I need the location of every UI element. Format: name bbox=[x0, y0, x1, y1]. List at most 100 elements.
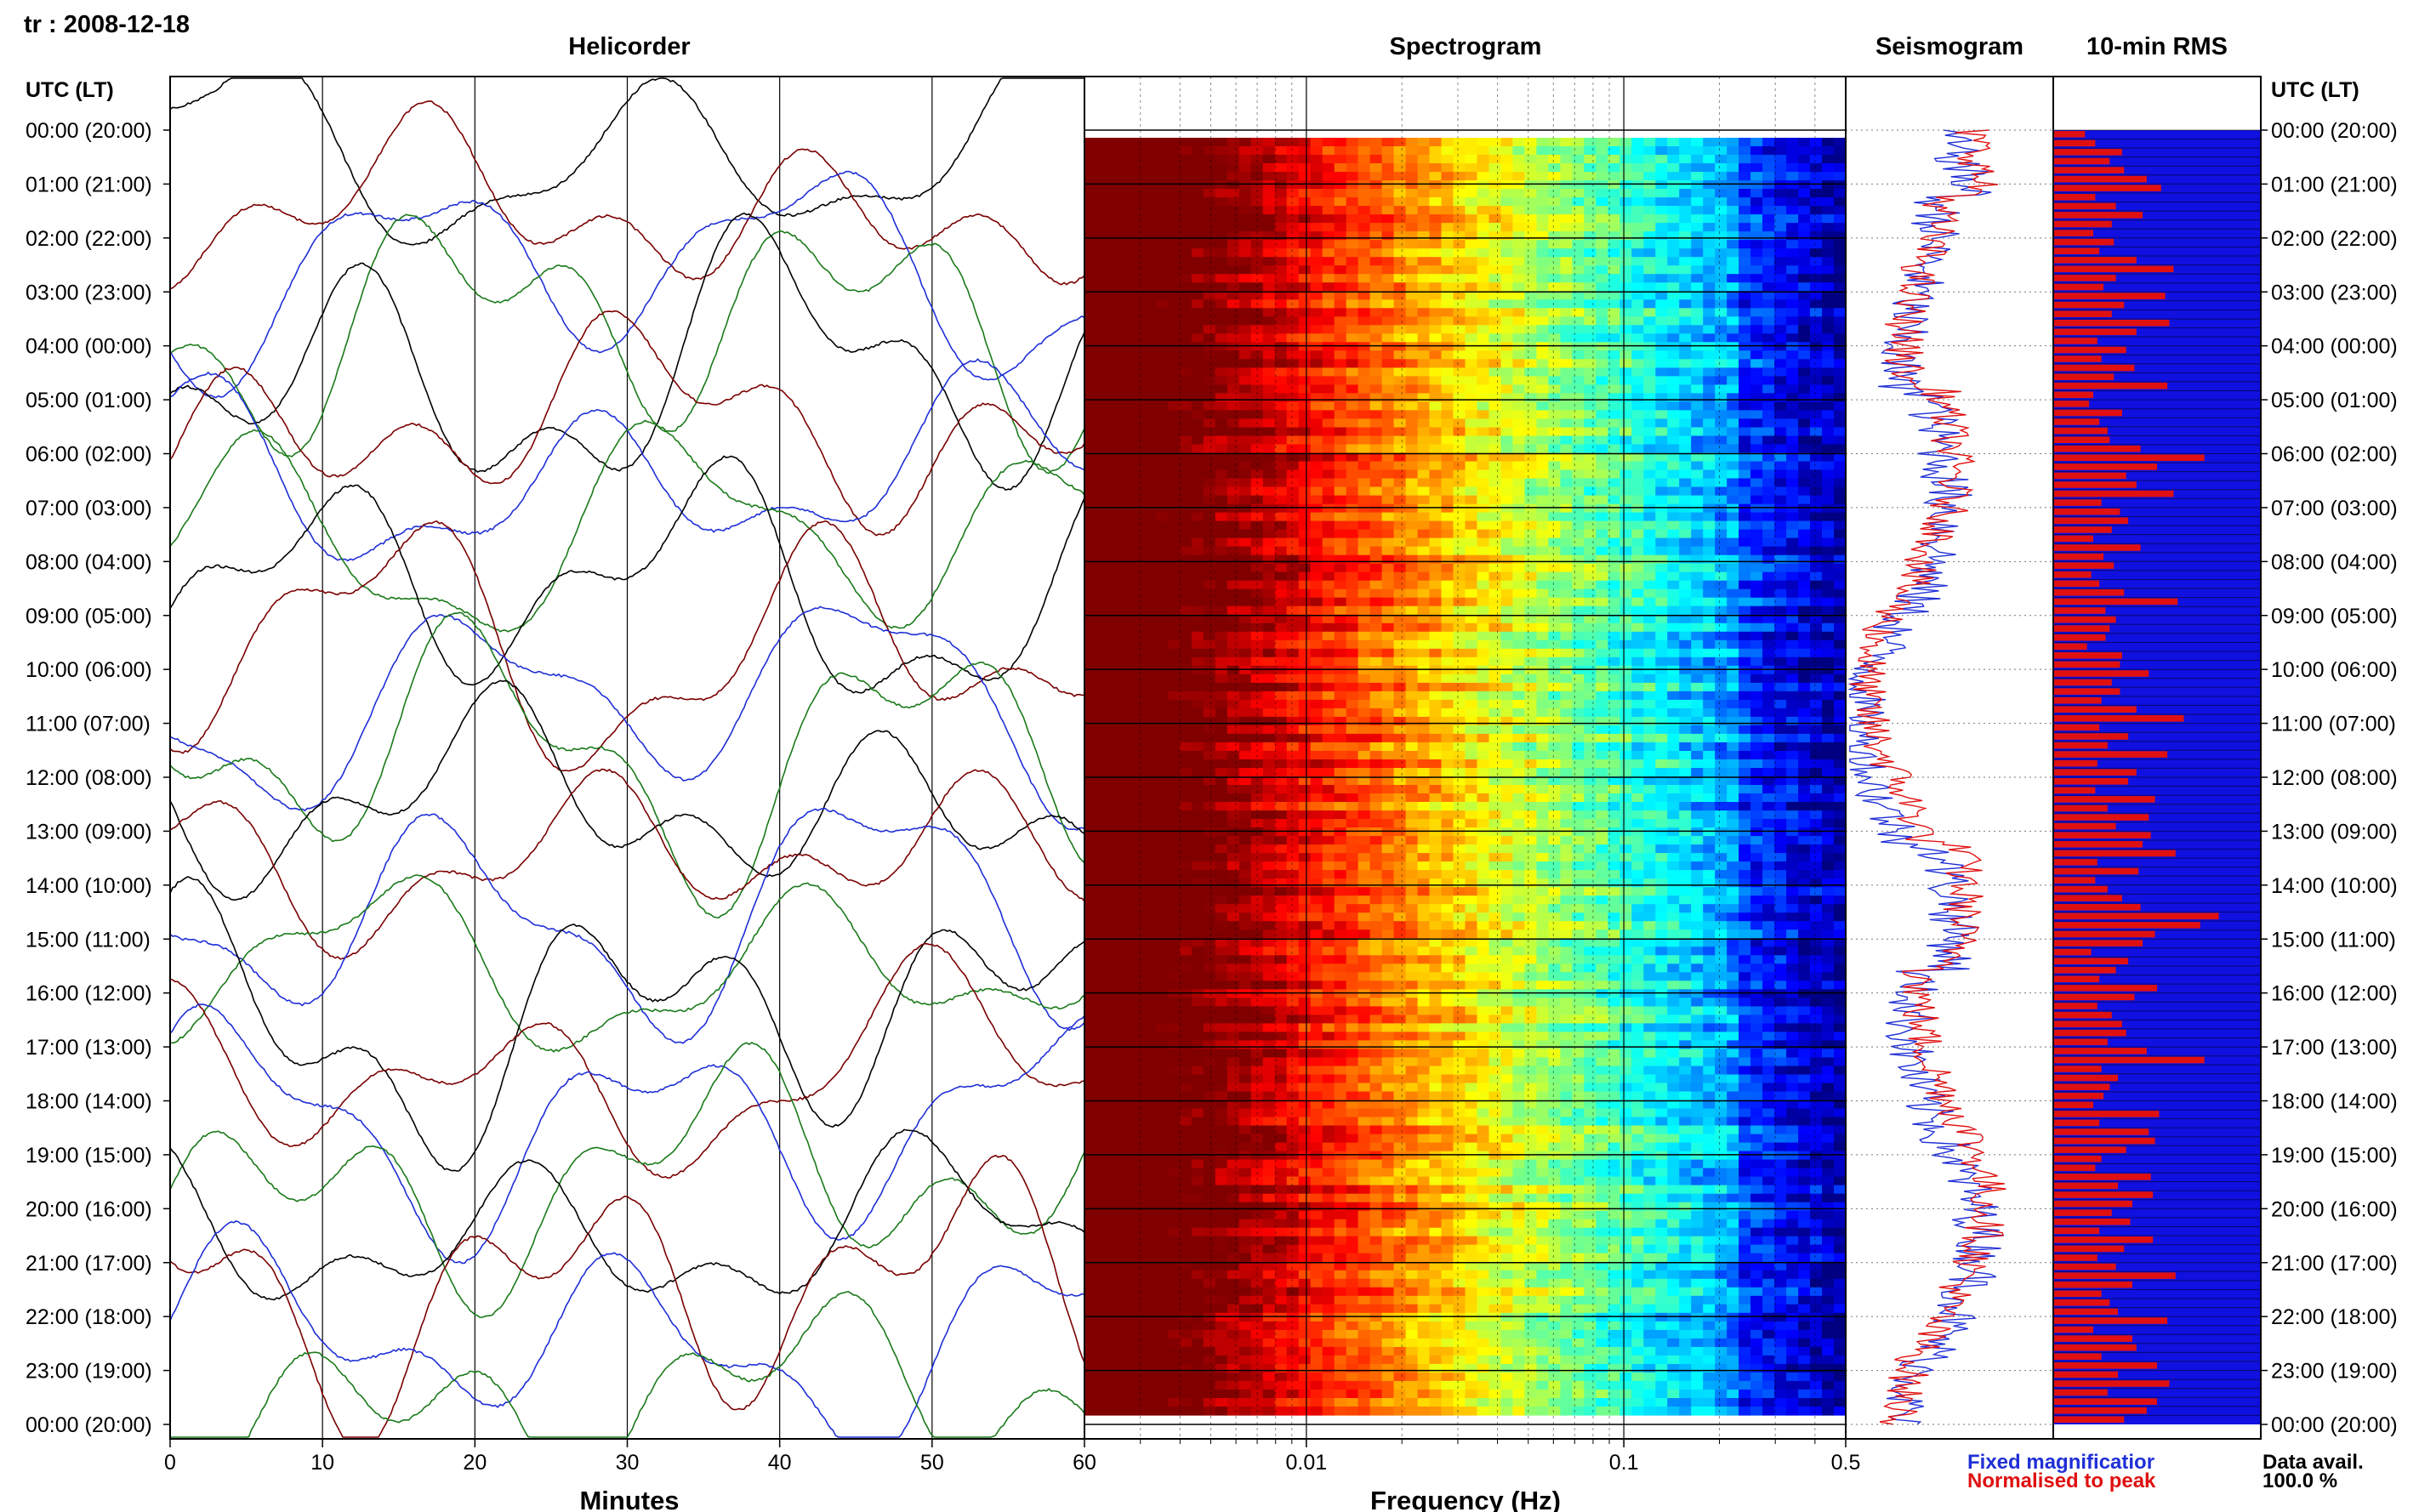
spectrogram-cell bbox=[1405, 206, 1419, 215]
spectrogram-cell bbox=[1548, 512, 1562, 522]
spectrogram-cell bbox=[1488, 444, 1502, 454]
spectrogram-cell bbox=[1084, 274, 1097, 283]
spectrogram-cell bbox=[1608, 206, 1621, 215]
spectrogram-cell bbox=[1596, 274, 1609, 283]
spectrogram-cell bbox=[1393, 172, 1407, 181]
spectrogram-cell bbox=[1238, 691, 1252, 701]
spectrogram-cell bbox=[1500, 180, 1514, 190]
spectrogram-cell bbox=[1322, 699, 1335, 709]
spectrogram-cell bbox=[1619, 393, 1633, 402]
spectrogram-cell bbox=[1429, 316, 1443, 326]
spectrogram-cell bbox=[1334, 622, 1347, 633]
spectrogram-cell bbox=[1691, 554, 1704, 565]
spectrogram-cell bbox=[1536, 265, 1550, 275]
spectrogram-cell bbox=[1798, 597, 1811, 607]
spectrogram-cell bbox=[1417, 308, 1431, 317]
spectrogram-cell bbox=[1524, 597, 1538, 607]
spectrogram-cell bbox=[1834, 733, 1847, 743]
spectrogram-cell bbox=[1548, 486, 1562, 497]
spectrogram-cell bbox=[1727, 155, 1739, 164]
spectrogram-cell bbox=[1727, 495, 1739, 505]
spectrogram-cell bbox=[1703, 733, 1716, 743]
spectrogram-cell bbox=[1727, 503, 1739, 514]
spectrogram-cell bbox=[1477, 350, 1490, 360]
spectrogram-cell bbox=[1488, 146, 1502, 156]
spectrogram-cell bbox=[1453, 563, 1466, 573]
spectrogram-cell bbox=[1417, 291, 1431, 300]
spectrogram-cell bbox=[1703, 708, 1716, 718]
spectrogram-cell bbox=[1155, 257, 1169, 266]
spectrogram-cell bbox=[1750, 240, 1763, 249]
spectrogram-cell bbox=[1572, 785, 1585, 794]
spectrogram-cell bbox=[1453, 316, 1466, 326]
spectrogram-cell bbox=[1310, 716, 1323, 726]
spectrogram-cell bbox=[1798, 418, 1811, 428]
spectrogram-cell bbox=[1762, 291, 1775, 300]
spectrogram-cell bbox=[1560, 138, 1574, 147]
spectrogram-cell bbox=[1238, 401, 1252, 411]
spectrogram-cell bbox=[1739, 742, 1751, 752]
spectrogram-cell bbox=[1596, 699, 1609, 709]
spectrogram-cell bbox=[1429, 674, 1443, 684]
spectrogram-cell bbox=[1453, 223, 1466, 232]
spectrogram-cell bbox=[1584, 282, 1597, 292]
spectrogram-cell bbox=[1465, 172, 1478, 181]
spectrogram-cell bbox=[1834, 469, 1847, 480]
spectrogram-cell bbox=[1286, 588, 1300, 599]
spectrogram-cell bbox=[1274, 699, 1288, 709]
spectrogram-cell bbox=[1238, 435, 1252, 446]
spectrogram-cell bbox=[1357, 546, 1371, 556]
spectrogram-cell bbox=[1084, 359, 1097, 368]
spectrogram-cell bbox=[1096, 342, 1109, 351]
spectrogram-cell bbox=[1798, 299, 1811, 309]
spectrogram-cell bbox=[1834, 546, 1847, 556]
spectrogram-cell bbox=[1310, 342, 1323, 351]
spectrogram-cell bbox=[1488, 282, 1502, 292]
spectrogram-cell bbox=[1441, 316, 1454, 326]
spectrogram-cell bbox=[1596, 146, 1609, 156]
spectrogram-cell bbox=[1393, 785, 1407, 794]
spectrogram-cell bbox=[1298, 427, 1312, 437]
spectrogram-cell bbox=[1131, 146, 1145, 156]
spectrogram-cell bbox=[1596, 571, 1609, 582]
spectrogram-cell bbox=[1238, 682, 1252, 692]
spectrogram-cell bbox=[1417, 223, 1431, 232]
spectrogram-cell bbox=[1679, 461, 1692, 471]
spectrogram-cell bbox=[1810, 546, 1823, 556]
spectrogram-cell bbox=[1238, 597, 1252, 607]
spectrogram-cell bbox=[1524, 742, 1538, 752]
spectrogram-cell bbox=[1762, 554, 1775, 565]
spectrogram-cell bbox=[1262, 214, 1276, 224]
spectrogram-cell bbox=[1715, 580, 1727, 590]
spectrogram-cell bbox=[1215, 554, 1228, 565]
spectrogram-cell bbox=[1238, 146, 1252, 156]
spectrogram-cell bbox=[1548, 325, 1562, 334]
spectrogram-cell bbox=[1346, 554, 1359, 565]
spectrogram-cell bbox=[1596, 495, 1609, 505]
spectrogram-cell bbox=[1548, 291, 1562, 300]
spectrogram-cell bbox=[1441, 742, 1454, 752]
spectrogram-cell bbox=[1548, 665, 1562, 675]
spectrogram-cell bbox=[1286, 563, 1300, 573]
spectrogram-cell bbox=[1393, 529, 1407, 539]
spectrogram-cell bbox=[1608, 257, 1621, 266]
spectrogram-cell bbox=[1393, 444, 1407, 454]
spectrogram-cell bbox=[1679, 223, 1692, 232]
spectrogram-cell bbox=[1179, 546, 1192, 556]
spectrogram-cell bbox=[1381, 206, 1395, 215]
spectrogram-cell bbox=[1346, 248, 1359, 258]
spectrogram-cell bbox=[1262, 674, 1276, 684]
spectrogram-cell bbox=[1155, 674, 1169, 684]
spectrogram-cell bbox=[1191, 146, 1204, 156]
spectrogram-cell bbox=[1655, 674, 1669, 684]
spectrogram-cell bbox=[1679, 308, 1692, 317]
spectrogram-cell bbox=[1286, 206, 1300, 215]
spectrogram-cell bbox=[1798, 231, 1811, 241]
spectrogram-cell bbox=[1155, 614, 1169, 624]
spectrogram-cell bbox=[1369, 529, 1383, 539]
spectrogram-cell bbox=[1262, 486, 1276, 497]
spectrogram-cell bbox=[1227, 248, 1240, 258]
spectrogram-cell bbox=[1631, 418, 1645, 428]
spectrogram-cell bbox=[1191, 648, 1204, 658]
spectrogram-cell bbox=[1596, 427, 1609, 437]
